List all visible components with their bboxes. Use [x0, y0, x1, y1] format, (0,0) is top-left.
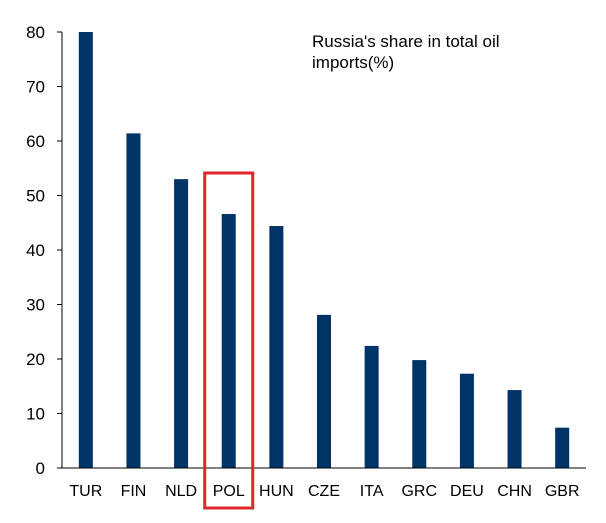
x-label-ita: ITA — [360, 483, 384, 500]
x-label-fin: FIN — [121, 483, 147, 500]
y-tick-label: 70 — [26, 78, 45, 97]
x-label-grc: GRC — [401, 483, 437, 500]
x-label-tur: TUR — [69, 483, 102, 500]
y-tick-label: 30 — [26, 296, 45, 315]
y-tick-label: 40 — [26, 241, 45, 260]
y-axis-ticks: 0 10 20 30 40 50 60 70 80 — [26, 23, 62, 478]
y-tick-label: 20 — [26, 350, 45, 369]
x-label-chn: CHN — [497, 483, 532, 500]
chart-title-line-2: imports(%) — [312, 53, 394, 72]
bar-pol — [221, 214, 236, 468]
y-tick-label: 50 — [26, 187, 45, 206]
x-label-hun: HUN — [259, 483, 294, 500]
y-tick-label: 80 — [26, 23, 45, 42]
x-axis-labels: TUR FIN NLD POL HUN CZE ITA GRC DEU CHN GBR — [69, 483, 579, 500]
x-label-deu: DEU — [450, 483, 484, 500]
y-tick-label: 0 — [36, 459, 45, 478]
bar-ita — [364, 345, 379, 468]
bar-tur — [78, 32, 93, 468]
y-tick-label: 10 — [26, 405, 45, 424]
x-label-cze: CZE — [308, 483, 340, 500]
chart-title-line-1: Russia's share in total oil — [312, 32, 500, 51]
bar-gbr — [555, 427, 570, 468]
x-label-pol: POL — [213, 483, 245, 500]
bar-hun — [269, 226, 284, 468]
bar-chn — [507, 390, 522, 468]
bar-fin — [126, 133, 141, 468]
y-tick-label: 60 — [26, 132, 45, 151]
bar-deu — [459, 373, 474, 468]
chart-title: Russia's share in total oil imports(%) — [312, 32, 500, 72]
x-label-gbr: GBR — [545, 483, 580, 500]
bar-cze — [317, 314, 331, 468]
bar-nld — [174, 179, 189, 468]
bar-grc — [412, 360, 427, 468]
bars — [78, 32, 570, 468]
highlight-box — [203, 171, 255, 510]
x-label-nld: NLD — [165, 483, 197, 500]
